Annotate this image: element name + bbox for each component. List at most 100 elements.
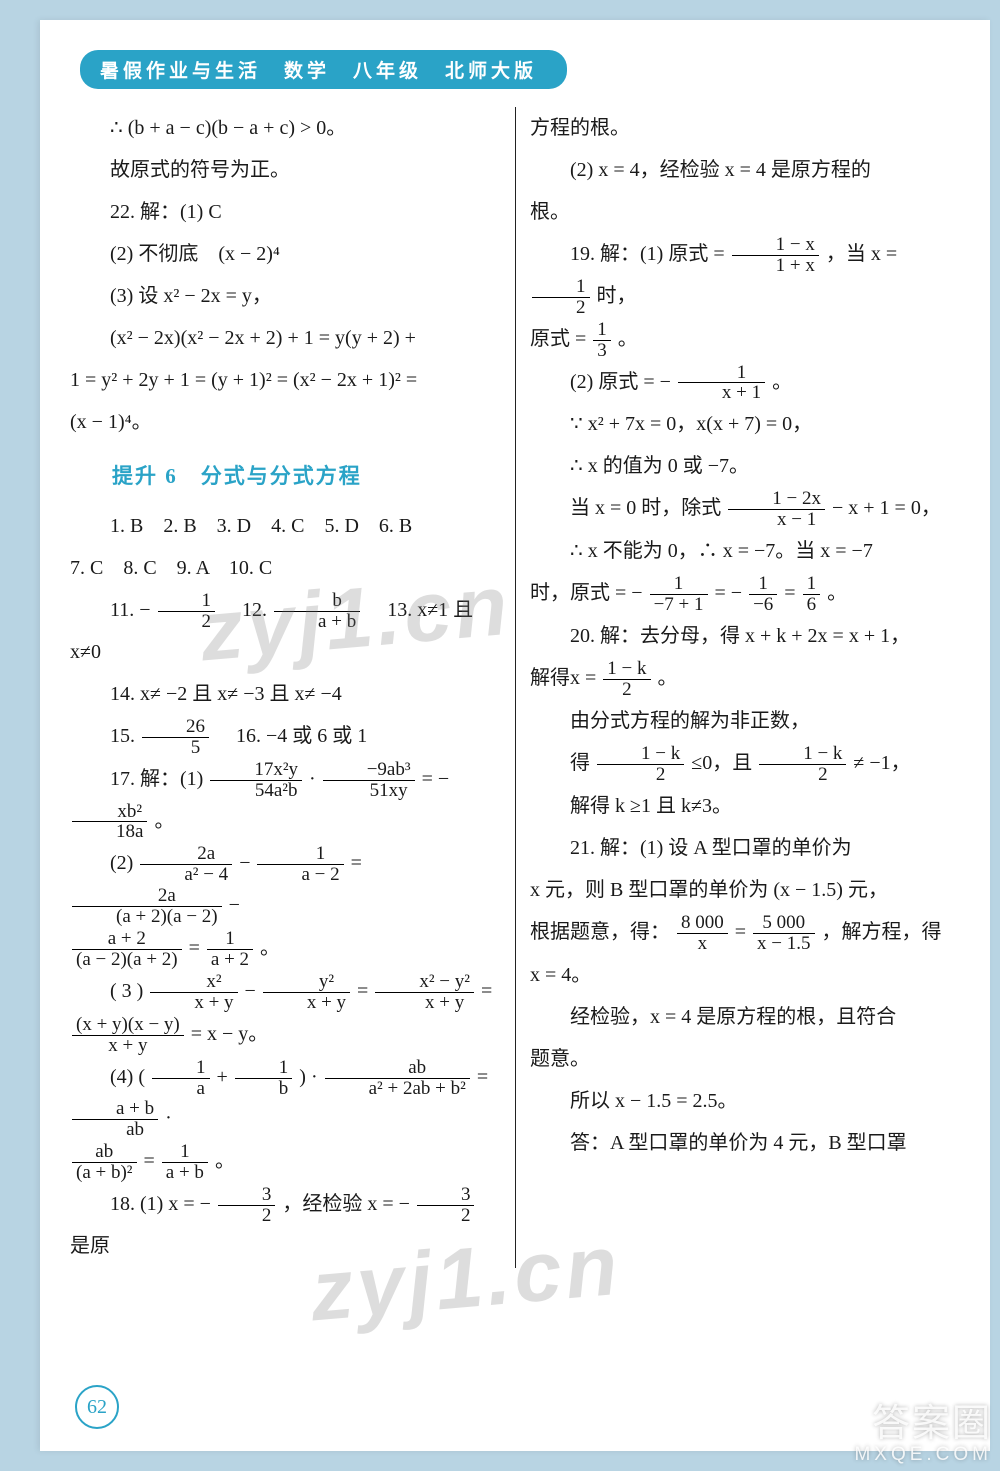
text-line: 得 1 − k2 ≤0，且 1 − k2 ≠ −1， — [530, 743, 960, 785]
fraction: 1a + 2 — [207, 929, 253, 970]
answers-line: 7. C 8. C 9. A 10. C — [70, 548, 501, 589]
label: = x − y。 — [191, 1023, 269, 1045]
fraction: ab(a + b)² — [72, 1142, 137, 1183]
label: 解得x = — [530, 667, 601, 689]
page-number: 62 — [75, 1385, 119, 1429]
text-line: ∴ x 不能为 0，∴ x = −7。当 x = −7 — [530, 531, 960, 572]
text-line: 经检验，x = 4 是原方程的根，且符合 — [530, 997, 960, 1038]
label: 当 x = 0 时，除式 — [570, 497, 721, 519]
corner-watermark: 答案圈 MXQE.COM — [854, 1405, 992, 1465]
label: 18. (1) x = − — [110, 1193, 211, 1215]
text-line: (x + y)(x − y)x + y = x − y。 — [70, 1014, 501, 1056]
fraction: 13 — [593, 320, 611, 361]
fraction: 1x + 1 — [678, 363, 765, 404]
text-line: x 元，则 B 型口罩的单价为 (x − 1.5) 元， — [530, 870, 960, 911]
text-line: ∴ (b + a − c)(b − a + c) > 0。 — [70, 108, 501, 149]
text-line: (2) x = 4，经检验 x = 4 是原方程的 — [530, 150, 960, 191]
label: ) — [299, 1066, 306, 1088]
text-line: (2) 2aa² − 4 − 1a − 2 = 2a(a + 2)(a − 2)… — [70, 843, 501, 927]
fraction: 2aa² − 4 — [140, 844, 232, 885]
fraction: x²x + y — [150, 972, 237, 1013]
fraction: y²x + y — [263, 972, 350, 1013]
label: − x + 1 = 0， — [832, 497, 941, 519]
text-line: 14. x≠ −2 且 x≠ −3 且 x≠ −4 — [70, 674, 501, 715]
text-line: 18. (1) x = − 32 ，经检验 x = − 32 是原 — [70, 1184, 501, 1267]
fraction: 1 − k2 — [603, 659, 650, 700]
label: ，解方程，得 — [822, 921, 942, 943]
label: = — [477, 1066, 488, 1088]
label: 。 — [827, 582, 847, 604]
text-line: ( 3 ) x²x + y − y²x + y = x² − y²x + y = — [70, 971, 501, 1013]
label: 19. 解：(1) 原式 = — [570, 243, 730, 265]
label: 。 — [658, 667, 678, 689]
fraction: 1a — [152, 1058, 210, 1099]
label: 。 — [618, 328, 638, 350]
text-line: (2) 不彻底 (x − 2)⁴ — [70, 234, 501, 275]
label: = — [351, 852, 362, 874]
fraction: 2a(a + 2)(a − 2) — [72, 886, 222, 927]
fraction: −9ab³51xy — [323, 760, 415, 801]
text-line: ab(a + b)² = 1a + b 。 — [70, 1141, 501, 1183]
label: = — [735, 921, 751, 943]
label: 12. — [222, 599, 272, 621]
fraction: 16 — [803, 574, 821, 615]
text-line: 17. 解：(1) 17x²y54a²b · −9ab³51xy = − xb²… — [70, 759, 501, 843]
fraction: 1 − k2 — [759, 744, 846, 785]
corner-url: MXQE.COM — [854, 1445, 992, 1465]
text-line: 解得x = 1 − k2 。 — [530, 658, 960, 700]
fraction: 1 − k2 — [597, 744, 684, 785]
label: ，经检验 x = − — [282, 1193, 410, 1215]
text-line: 19. 解：(1) 原式 = 1 − x1 + x ，当 x = 12 时， — [530, 234, 960, 318]
fraction: 12 — [158, 591, 216, 632]
fraction: 1b — [235, 1058, 293, 1099]
text-line: (4) ( 1a + 1b ) · aba² + 2ab + b² = a + … — [70, 1057, 501, 1141]
label: (2) 原式 = − — [570, 371, 671, 393]
label: ( — [138, 1066, 145, 1088]
text-line: 由分式方程的解为非正数， — [530, 701, 960, 742]
text-line: ∴ x 的值为 0 或 −7。 — [530, 446, 960, 487]
label: = — [481, 980, 492, 1002]
text-line: 根据题意，得： 8 000x = 5 000x − 1.5 ，解方程，得 — [530, 912, 960, 954]
label: + — [217, 1066, 233, 1088]
label: · — [309, 768, 321, 790]
fraction: 5 000x − 1.5 — [753, 913, 814, 954]
fraction: 1 − x1 + x — [732, 235, 819, 276]
label: = — [144, 1150, 160, 1172]
text-line: 时，原式 = − 1−7 + 1 = − 1−6 = 16 。 — [530, 573, 960, 615]
text-line: 根。 — [530, 192, 960, 233]
label: 时，原式 = − — [530, 582, 643, 604]
fraction: 32 — [218, 1185, 276, 1226]
page: 暑假作业与生活 数学 八年级 北师大版 ∴ (b + a − c)(b − a … — [40, 20, 990, 1451]
label: 原式 = — [530, 328, 591, 350]
label: 时， — [597, 285, 637, 307]
fraction: 32 — [417, 1185, 475, 1226]
label: · — [165, 1107, 172, 1129]
text-line: a + 2(a − 2)(a + 2) = 1a + 2 。 — [70, 928, 501, 970]
label: ≤0，且 — [691, 752, 752, 774]
label: = — [357, 980, 373, 1002]
label: 是原 — [70, 1235, 110, 1257]
label: 根据题意，得： — [530, 921, 670, 943]
label: · — [311, 1066, 323, 1088]
label: = − — [422, 768, 450, 790]
label: 11. − — [110, 599, 151, 621]
text-line: 故原式的符号为正。 — [70, 150, 501, 191]
fraction: 265 — [142, 717, 209, 758]
fraction: a + bab — [72, 1099, 158, 1140]
text-line: x = 4。 — [530, 955, 960, 996]
fraction: 1a − 2 — [257, 844, 343, 885]
text-line: 20. 解：去分母，得 x + k + 2x = x + 1， — [530, 616, 960, 657]
label: = — [189, 937, 205, 959]
text-line: ∵ x² + 7x = 0，x(x + 7) = 0， — [530, 404, 960, 445]
text-line: (2) 原式 = − 1x + 1 。 — [530, 362, 960, 404]
fraction: 1a + b — [162, 1142, 208, 1183]
fraction: a + 2(a − 2)(a + 2) — [72, 929, 182, 970]
text-line: 解得 k ≥1 且 k≠3。 — [530, 786, 960, 827]
label: 17. 解：(1) — [110, 768, 208, 790]
label: − — [245, 980, 261, 1002]
text-line: (x − 1)⁴。 — [70, 402, 501, 443]
label: = − — [715, 582, 743, 604]
label: − — [229, 894, 240, 916]
section-title: 提升 6 分式与分式方程 — [70, 455, 501, 498]
fraction: (x + y)(x − y)x + y — [72, 1015, 184, 1056]
